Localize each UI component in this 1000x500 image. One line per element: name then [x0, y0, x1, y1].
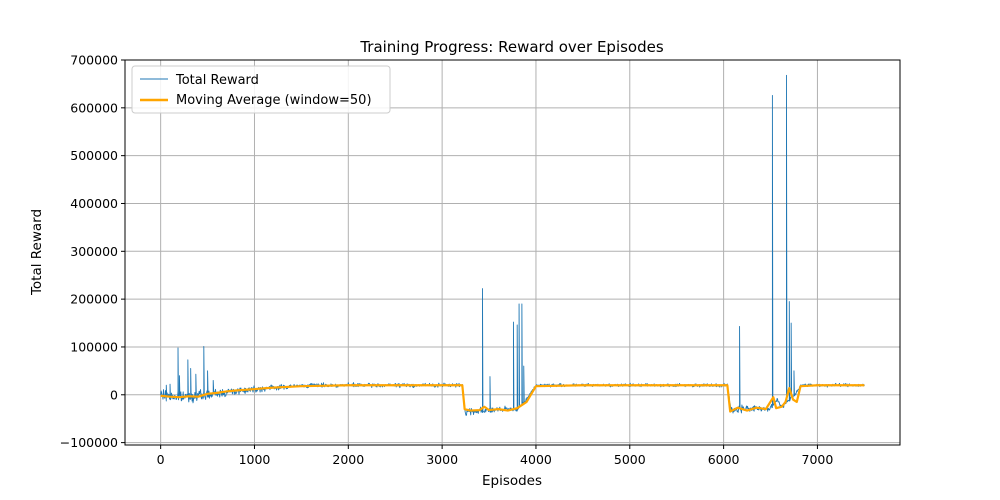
moving-average-line [160, 384, 865, 413]
plot-frame [124, 59, 901, 446]
y-tick-label: 100000 [70, 339, 118, 354]
legend-box [131, 65, 391, 114]
y-tick-label: 700000 [70, 53, 118, 68]
x-tick-label: 2000 [332, 452, 364, 467]
x-tick-label: 4000 [520, 452, 552, 467]
y-tick-label: 0 [110, 387, 118, 402]
y-tick-label: 300000 [70, 244, 118, 259]
x-tick-label: 5000 [614, 452, 646, 467]
legend: Total Reward Moving Average (window=50) [131, 65, 391, 114]
legend-label-moving-average: Moving Average (window=50) [176, 93, 372, 108]
x-axis-ticks: 0 1000 2000 3000 4000 5000 6000 7000 [157, 445, 834, 467]
y-tick-label: 200000 [70, 292, 118, 307]
grid-lines [125, 59, 900, 445]
x-axis-label: Episodes [482, 473, 542, 489]
x-tick-label: 0 [157, 452, 165, 467]
chart-title: Training Progress: Reward over Episodes [359, 38, 664, 56]
y-axis-label: Total Reward [29, 209, 45, 296]
x-tick-label: 3000 [426, 452, 458, 467]
y-tick-label: 600000 [70, 100, 118, 115]
legend-label-total-reward: Total Reward [175, 73, 259, 88]
y-axis-ticks: −100000 0 100000 200000 300000 400000 500000 60… [60, 53, 125, 450]
x-tick-label: 6000 [708, 452, 740, 467]
x-tick-label: 1000 [239, 452, 271, 467]
y-tick-label: 400000 [70, 196, 118, 211]
x-tick-label: 7000 [802, 452, 834, 467]
y-tick-label: 500000 [70, 148, 118, 163]
series-moving-average [160, 384, 865, 413]
y-tick-label: −100000 [60, 435, 118, 450]
